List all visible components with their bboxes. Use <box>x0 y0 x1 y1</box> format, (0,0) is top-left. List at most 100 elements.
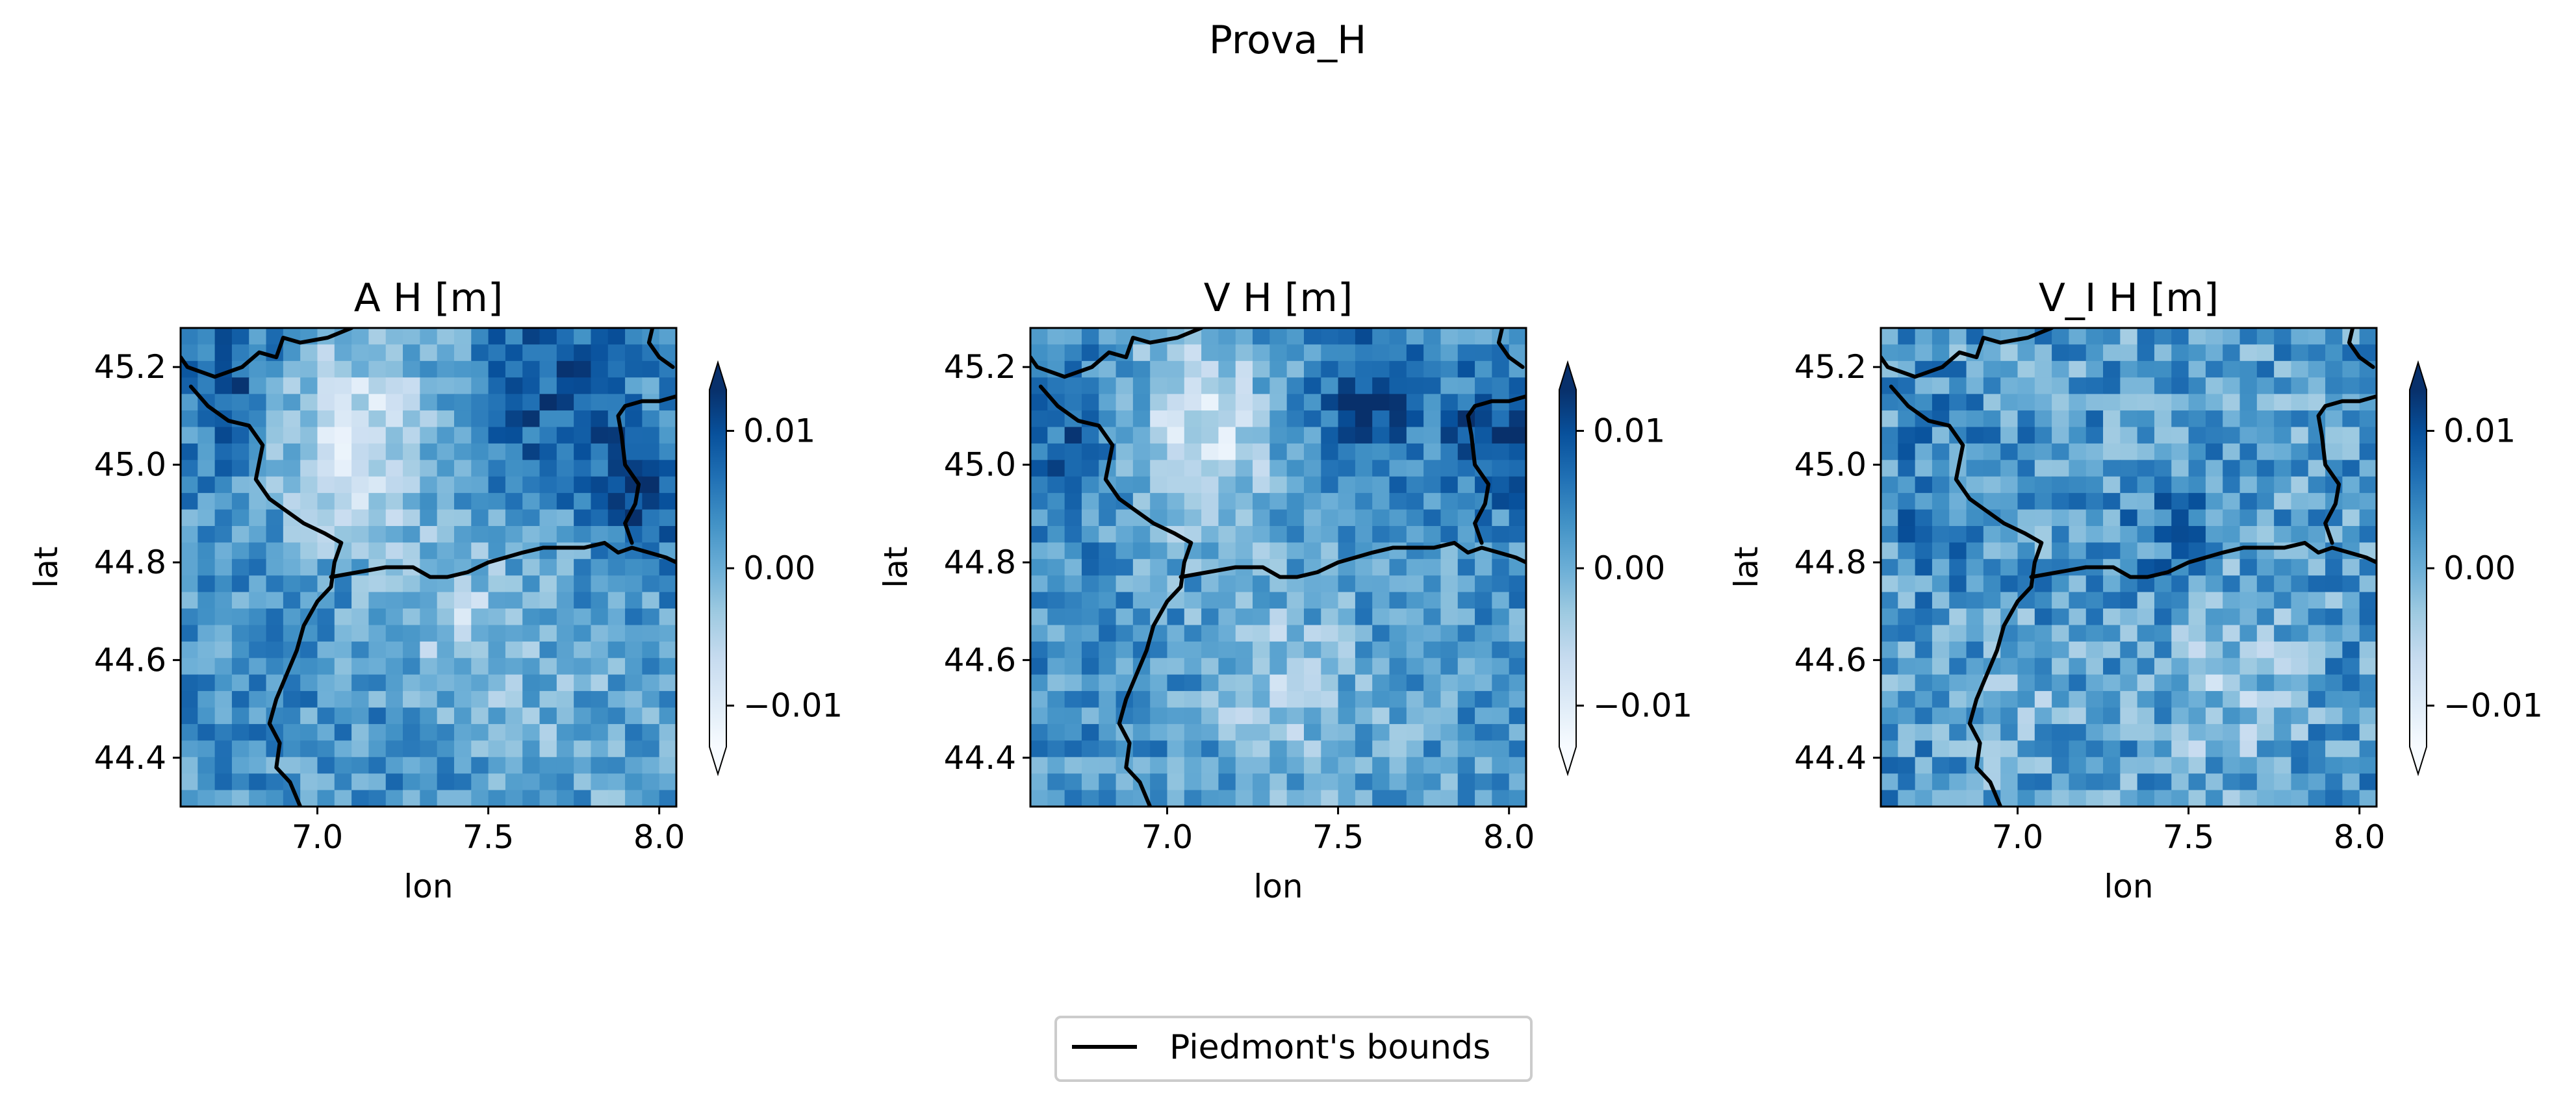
heatmap-cell <box>2171 691 2189 709</box>
heatmap-cell <box>2291 460 2309 477</box>
heatmap-cell <box>351 493 370 510</box>
heatmap-cell <box>488 740 506 758</box>
heatmap-cell <box>1132 542 1151 560</box>
heatmap-cell <box>1150 575 1168 593</box>
heatmap-cell <box>1475 592 1493 609</box>
heatmap-cell <box>266 773 284 791</box>
heatmap-cell <box>1406 691 1424 709</box>
heatmap-cell <box>283 460 301 477</box>
x-tick-label: 8.0 <box>2334 818 2386 856</box>
heatmap-cell <box>1047 525 1065 544</box>
heatmap-cell <box>2188 394 2206 411</box>
heatmap-cell <box>1201 691 1219 709</box>
heatmap-cell <box>1064 790 1082 807</box>
boundary-lines <box>1030 328 1526 807</box>
heatmap-cell <box>1355 443 1373 461</box>
heatmap-cell <box>522 641 541 659</box>
heatmap-cell <box>2359 707 2377 725</box>
heatmap-cell <box>642 723 660 742</box>
heatmap-cell <box>1167 460 1185 477</box>
heatmap-cell <box>1253 427 1271 444</box>
heatmap-cell <box>437 328 455 345</box>
heatmap-cell <box>2034 493 2052 510</box>
heatmap-cell <box>2154 658 2173 675</box>
heatmap-cell <box>214 641 233 659</box>
colorbar-tick-label: 0.00 <box>1593 549 1665 587</box>
heatmap-cell <box>659 641 676 659</box>
heatmap-cell <box>1099 658 1117 675</box>
heatmap-cell <box>1167 394 1185 411</box>
heatmap-cell <box>2052 509 2070 527</box>
heatmap-cell <box>471 344 489 362</box>
panel-title: V_I H [m] <box>2039 275 2219 321</box>
heatmap-cell <box>2239 460 2258 477</box>
heatmap-cell <box>1338 723 1356 742</box>
heatmap-cell <box>2171 328 2189 345</box>
heatmap-cell <box>453 493 472 510</box>
heatmap-cell <box>488 493 506 510</box>
heatmap-cell <box>453 723 472 742</box>
heatmap-cell <box>1150 773 1168 791</box>
heatmap-cell <box>1184 575 1202 593</box>
heatmap-cell <box>2085 641 2104 659</box>
heatmap-cell <box>1167 625 1185 642</box>
heatmap-cell <box>642 410 660 428</box>
heatmap-cell <box>1338 460 1356 477</box>
heatmap-cell <box>1881 592 1899 609</box>
heatmap-cell <box>403 460 421 477</box>
heatmap-cell <box>2085 707 2104 725</box>
heatmap-cell <box>1949 658 1967 675</box>
heatmap-cell <box>2154 328 2173 345</box>
heatmap-cell <box>2291 723 2309 742</box>
heatmap-cell <box>2171 641 2189 659</box>
heatmap-cell <box>1269 344 1288 362</box>
heatmap-cell <box>1201 427 1219 444</box>
heatmap-cell <box>334 723 352 742</box>
heatmap-cell <box>1509 509 1526 527</box>
heatmap-cell <box>1235 625 1253 642</box>
heatmap-cell <box>505 641 524 659</box>
heatmap-cell <box>2325 344 2343 362</box>
heatmap-cell <box>1898 674 1916 692</box>
heatmap-cell <box>556 575 574 593</box>
heatmap-cell <box>2085 525 2104 544</box>
heatmap-cell <box>1915 377 1933 395</box>
heatmap-cell <box>334 773 352 791</box>
heatmap-cell <box>1218 525 1236 544</box>
heatmap-cell <box>1372 691 1390 709</box>
heatmap-cell <box>2325 773 2343 791</box>
heatmap-cell <box>2342 493 2360 510</box>
heatmap-cell <box>1509 525 1526 544</box>
heatmap-cell <box>1253 592 1271 609</box>
heatmap-cell <box>351 344 370 362</box>
heatmap-cell <box>1949 790 1967 807</box>
heatmap-cell <box>1150 476 1168 494</box>
heatmap-cell <box>283 608 301 626</box>
heatmap-cell <box>1269 625 1288 642</box>
heatmap-cell <box>574 625 592 642</box>
heatmap-cell <box>488 592 506 609</box>
heatmap-cell <box>231 377 250 395</box>
heatmap-cell <box>2137 542 2155 560</box>
heatmap-cell <box>2325 790 2343 807</box>
heatmap-cell <box>300 740 318 758</box>
heatmap-cell <box>334 575 352 593</box>
heatmap-cell <box>1321 377 1339 395</box>
heatmap-cell <box>2120 674 2138 692</box>
heatmap-cell <box>607 658 626 675</box>
heatmap-cell <box>1286 658 1305 675</box>
heatmap-cell <box>1286 427 1305 444</box>
heatmap-cell <box>539 674 557 692</box>
heatmap-cell <box>181 558 199 576</box>
heatmap-cell <box>1253 707 1271 725</box>
heatmap-cell <box>317 790 335 807</box>
heatmap-cell <box>1966 394 1984 411</box>
heatmap-cell <box>317 443 335 461</box>
y-tick-label: 44.6 <box>1794 641 1867 679</box>
heatmap-cell <box>317 658 335 675</box>
heatmap-cell <box>181 427 199 444</box>
heatmap-cell <box>1218 410 1236 428</box>
heatmap-cell <box>1881 608 1899 626</box>
heatmap-cell <box>2171 410 2189 428</box>
heatmap-cell <box>1949 740 1967 758</box>
